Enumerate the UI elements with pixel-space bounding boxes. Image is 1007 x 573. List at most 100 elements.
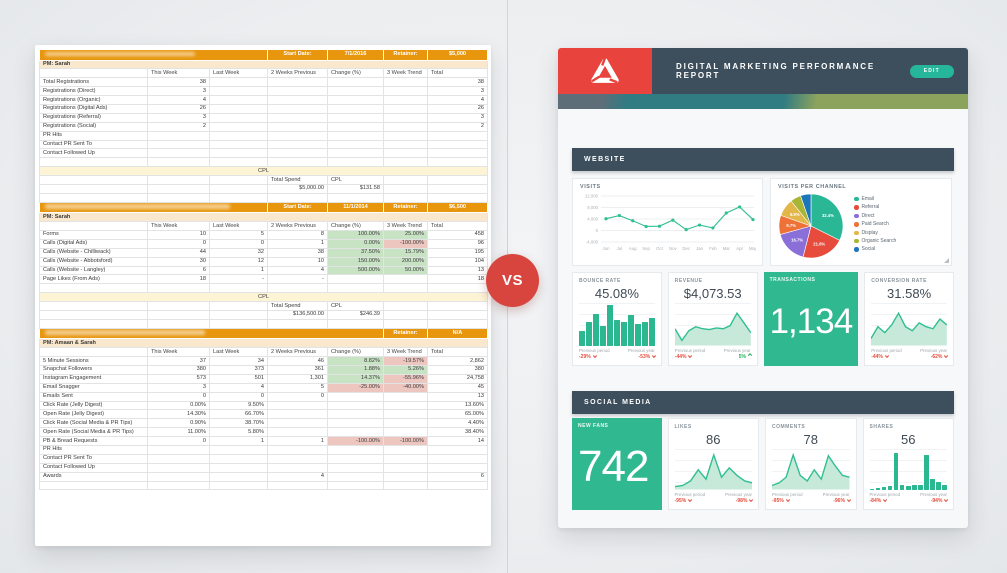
sheet-cell[interactable]: Start Date:: [267, 49, 328, 61]
sheet-cell[interactable]: Awards: [39, 471, 148, 482]
sheet-cell[interactable]: [267, 409, 328, 420]
sheet-cell[interactable]: 104: [427, 256, 488, 267]
sheet-cell[interactable]: 4: [267, 265, 328, 276]
sheet-cell[interactable]: [383, 400, 428, 411]
legend-item-email[interactable]: Email: [854, 195, 896, 203]
sheet-cell[interactable]: [39, 157, 148, 168]
sheet-cell[interactable]: 4.40%: [427, 418, 488, 429]
sheet-cell[interactable]: [427, 310, 488, 320]
sheet-cell[interactable]: 1: [267, 436, 328, 447]
sheet-cell[interactable]: 100.00%: [327, 230, 384, 240]
sheet-cell[interactable]: 6: [147, 265, 210, 276]
sheet-cell[interactable]: 10: [147, 230, 210, 240]
sheet-cell[interactable]: 373: [209, 365, 268, 375]
sheet-cell[interactable]: [267, 192, 328, 203]
sheet-cell[interactable]: [267, 418, 328, 429]
sheet-cell[interactable]: [327, 427, 384, 438]
sheet-cell[interactable]: PM: Sarah: [39, 212, 488, 223]
sheet-cell[interactable]: 14.30%: [147, 409, 210, 420]
sheet-cell[interactable]: Total: [427, 221, 488, 232]
sheet-cell[interactable]: [383, 192, 428, 203]
sheet-cell[interactable]: Contact PR Sent To: [39, 139, 148, 150]
sheet-cell[interactable]: [383, 130, 428, 141]
sheet-cell[interactable]: [147, 471, 210, 482]
sheet-cell[interactable]: 1,301: [267, 373, 328, 384]
sheet-cell[interactable]: 65.00%: [427, 409, 488, 420]
sheet-cell[interactable]: [209, 480, 268, 491]
sheet-cell[interactable]: 8: [267, 230, 328, 240]
sheet-cell[interactable]: 14.37%: [327, 373, 384, 384]
sheet-cell[interactable]: [147, 453, 210, 464]
sheet-cell[interactable]: Calls (Digital Ads): [39, 238, 148, 249]
sheet-cell[interactable]: [39, 283, 148, 294]
sheet-cell[interactable]: 25.00%: [383, 230, 428, 240]
sheet-cell[interactable]: -25.00%: [327, 382, 384, 393]
sheet-cell[interactable]: 3: [147, 86, 210, 97]
sheet-cell[interactable]: PR Hits: [39, 445, 148, 455]
sheet-cell[interactable]: 1: [209, 436, 268, 447]
sheet-cell[interactable]: 24,758: [427, 373, 488, 384]
sheet-cell[interactable]: Registrations (Social): [39, 121, 148, 132]
sheet-cell[interactable]: Click Rate (Jelly Digest): [39, 400, 148, 411]
sheet-cell[interactable]: [39, 183, 148, 194]
sheet-cell[interactable]: Change (%): [327, 221, 384, 232]
sheet-cell[interactable]: [209, 183, 268, 194]
sheet-cell[interactable]: [327, 318, 384, 329]
sheet-cell[interactable]: [209, 192, 268, 203]
sheet-cell[interactable]: -40.00%: [383, 382, 428, 393]
sheet-cell[interactable]: [209, 462, 268, 473]
sheet-cell[interactable]: 5: [209, 230, 268, 240]
sheet-cell[interactable]: [383, 471, 428, 482]
sheet-cell[interactable]: [327, 400, 384, 411]
sheet-cell[interactable]: Retainer:: [383, 49, 428, 61]
sheet-cell[interactable]: 12: [209, 256, 268, 267]
sheet-cell[interactable]: 2,862: [427, 356, 488, 366]
sheet-cell[interactable]: [39, 301, 148, 312]
sheet-cell[interactable]: [427, 283, 488, 294]
legend-item-direct[interactable]: Direct: [854, 212, 896, 220]
sheet-cell[interactable]: -: [209, 274, 268, 285]
sheet-cell[interactable]: 150.00%: [327, 256, 384, 267]
sheet-cell[interactable]: [147, 139, 210, 150]
sheet-cell[interactable]: 458: [427, 230, 488, 240]
sheet-cell[interactable]: [267, 103, 328, 114]
sheet-cell[interactable]: Retainer:: [383, 201, 428, 214]
sheet-cell[interactable]: [383, 157, 428, 168]
sheet-cell[interactable]: 4: [427, 95, 488, 105]
sheet-cell[interactable]: 26: [147, 103, 210, 114]
sheet-cell[interactable]: [209, 130, 268, 141]
sheet-cell[interactable]: $6,500: [427, 201, 488, 214]
legend-item-display[interactable]: Display: [854, 229, 896, 237]
sheet-cell[interactable]: [209, 121, 268, 132]
sheet-cell[interactable]: CPL: [39, 292, 488, 303]
sheet-cell[interactable]: [383, 95, 428, 105]
sheet-cell[interactable]: Calls (Website - Chilliwack): [39, 247, 148, 258]
sheet-cell[interactable]: [427, 157, 488, 168]
sheet-cell[interactable]: [327, 103, 384, 114]
sheet-cell[interactable]: [327, 95, 384, 105]
sheet-cell[interactable]: [327, 471, 384, 482]
sheet-cell[interactable]: [383, 418, 428, 429]
sheet-cell[interactable]: PR Hits: [39, 130, 148, 141]
sheet-cell[interactable]: 18: [147, 274, 210, 285]
tile-bounce-rate[interactable]: BOUNCE RATE 45.08% Previous period -29% Prev…: [572, 272, 662, 366]
sheet-cell[interactable]: -100.00%: [383, 436, 428, 447]
sheet-cell[interactable]: PM: Amaan & Sarah: [39, 338, 488, 349]
sheet-cell[interactable]: 380: [147, 365, 210, 375]
sheet-cell[interactable]: [209, 445, 268, 455]
sheet-cell[interactable]: 2 Weeks Previous: [267, 221, 328, 232]
sheet-cell[interactable]: [427, 130, 488, 141]
sheet-cell[interactable]: 4: [209, 382, 268, 393]
sheet-cell[interactable]: 14: [427, 436, 488, 447]
sheet-cell[interactable]: Change (%): [327, 68, 384, 79]
sheet-cell[interactable]: 2: [147, 121, 210, 132]
sheet-cell[interactable]: [327, 77, 384, 88]
sheet-cell[interactable]: 38: [427, 77, 488, 88]
sheet-cell[interactable]: [327, 418, 384, 429]
sheet-cell[interactable]: [267, 77, 328, 88]
sheet-cell[interactable]: 361: [267, 365, 328, 375]
sheet-cell[interactable]: [427, 148, 488, 159]
sheet-cell[interactable]: [427, 445, 488, 455]
sheet-cell[interactable]: [147, 480, 210, 491]
sheet-cell[interactable]: 3: [147, 382, 210, 393]
